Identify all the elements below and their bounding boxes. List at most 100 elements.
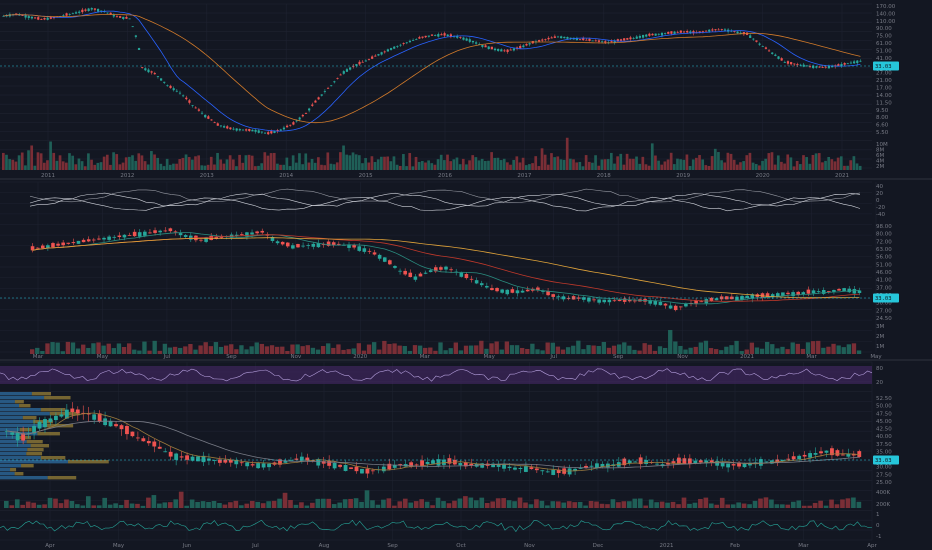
candle-body xyxy=(699,301,704,303)
volume-bar xyxy=(244,503,250,508)
candle-body xyxy=(295,120,298,122)
candle-body xyxy=(456,36,459,38)
volume-bar xyxy=(315,349,321,354)
volume-bar xyxy=(304,153,308,170)
candle-body xyxy=(68,14,71,15)
volume-bar xyxy=(635,156,638,170)
candle-body xyxy=(190,456,195,461)
x-tick-label: Sep xyxy=(613,354,624,360)
candle-body xyxy=(317,97,320,100)
volume-bar xyxy=(238,154,241,170)
x-tick-label: 2021 xyxy=(740,354,754,360)
candle-body xyxy=(141,67,144,68)
volume-bar xyxy=(359,501,364,508)
x-tick-label: 2015 xyxy=(359,173,373,179)
volume-bar xyxy=(695,157,698,170)
volume-bar xyxy=(550,342,555,354)
candle-body xyxy=(388,260,392,265)
candle-body xyxy=(374,55,377,57)
candle-body xyxy=(86,239,91,242)
volume-bar xyxy=(96,342,101,354)
candle-body xyxy=(818,66,821,68)
volume-bar xyxy=(852,156,856,170)
candle-body xyxy=(405,42,408,44)
volume-bar xyxy=(525,348,530,354)
volume-bar xyxy=(80,505,86,508)
volume-profile-bar xyxy=(0,428,20,432)
volume-bar xyxy=(583,505,588,508)
volume-bar xyxy=(231,159,235,170)
volume-bar xyxy=(208,346,213,354)
candle-body xyxy=(102,237,106,240)
candle-body xyxy=(676,31,679,33)
volume-bar xyxy=(559,159,563,170)
candle-body xyxy=(66,242,71,244)
candle-body xyxy=(709,297,714,301)
candle-body xyxy=(528,43,531,45)
volume-bar xyxy=(118,504,124,508)
candle-body xyxy=(684,303,688,307)
candle-body xyxy=(320,94,323,96)
volume-profile-bar xyxy=(0,416,23,420)
volume-profile-bar xyxy=(0,452,27,456)
x-tick-label: 2016 xyxy=(438,173,452,179)
candle-body xyxy=(37,17,40,20)
volume-bar xyxy=(676,504,681,508)
candle-body xyxy=(832,289,836,292)
volume-bar xyxy=(331,504,337,508)
volume-bar xyxy=(71,155,74,170)
candle-body xyxy=(305,457,310,461)
volume-bar xyxy=(703,340,709,354)
volume-bar xyxy=(86,347,91,354)
candle-body xyxy=(370,470,375,472)
volume-bar xyxy=(546,164,550,170)
candle-body xyxy=(660,32,664,36)
volume-bar xyxy=(263,152,267,170)
volume-bar xyxy=(200,165,204,170)
candle-body xyxy=(853,61,856,64)
volume-bar xyxy=(480,158,484,170)
candle-body xyxy=(425,461,430,464)
y-tick-label: 5.50 xyxy=(876,130,889,136)
candle-body xyxy=(326,241,331,246)
oscillator-line xyxy=(0,519,873,533)
volume-bar xyxy=(543,154,547,170)
volume-bar xyxy=(840,499,845,508)
volume-bar xyxy=(616,502,621,508)
volume-bar xyxy=(770,344,775,354)
candle-body xyxy=(245,232,249,237)
volume-bar xyxy=(474,157,478,170)
candle-body xyxy=(641,35,645,38)
volume-bar xyxy=(584,155,588,170)
candle-body xyxy=(131,26,134,28)
volume-bar xyxy=(650,143,654,170)
candle-body xyxy=(777,56,780,59)
volume-bar xyxy=(834,504,840,508)
volume-bar xyxy=(603,159,607,170)
y-tick-label: 170.00 xyxy=(876,4,896,10)
candle-body xyxy=(648,33,651,36)
volume-bar xyxy=(173,499,179,508)
candle-body xyxy=(645,34,648,37)
x-tick-label: 2021 xyxy=(835,173,849,179)
candle-body xyxy=(332,462,337,469)
candle-body xyxy=(775,293,780,297)
candle-body xyxy=(372,252,377,255)
volume-bar xyxy=(688,165,692,170)
volume-bar xyxy=(254,342,259,354)
volume-bar xyxy=(596,345,601,354)
volume-bar xyxy=(662,347,668,354)
volume-bar xyxy=(489,343,494,354)
candle-body xyxy=(212,460,217,461)
volume-bar xyxy=(377,349,382,354)
volume-bar xyxy=(25,501,31,508)
volume-bar xyxy=(244,349,249,354)
volume-bar xyxy=(99,162,103,170)
candle-body xyxy=(815,66,818,68)
y-tick-label: -40 xyxy=(876,212,885,218)
volume-bar xyxy=(534,156,538,170)
volume-bar xyxy=(735,164,739,170)
volume-bar xyxy=(427,160,430,170)
candle-body xyxy=(575,37,579,41)
middle-grid xyxy=(0,181,877,353)
